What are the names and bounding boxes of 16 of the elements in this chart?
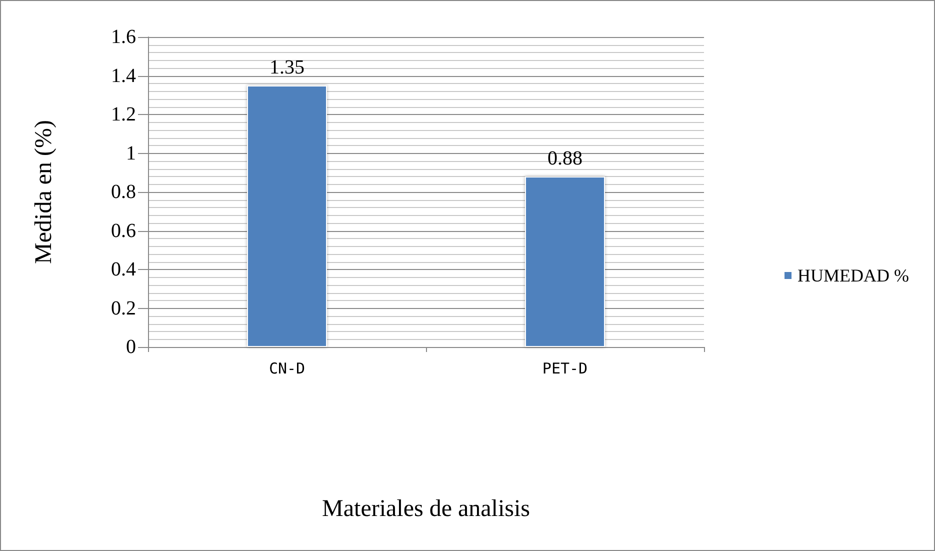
legend-label: HUMEDAD % (798, 266, 910, 286)
x-tick-label: CN-D (268, 360, 306, 378)
data-label: 1.35 (270, 56, 304, 78)
data-label: 0.88 (548, 148, 582, 170)
y-tick-label: 0.6 (111, 220, 136, 242)
y-axis-title: Medida en (%) (31, 120, 57, 264)
y-tick-label: 0.4 (111, 258, 136, 280)
y-tick-label: 1.6 (111, 26, 136, 48)
y-tick-label: 0.2 (111, 297, 136, 320)
x-tick-label: PET-D (542, 360, 588, 378)
y-tick-label: 1.4 (111, 64, 136, 87)
y-tick-label: 1 (126, 142, 136, 164)
y-tick-label: 0.8 (111, 181, 136, 203)
y-tick-label: 1.2 (111, 104, 136, 126)
x-axis-title: Materiales de analisis (322, 496, 530, 522)
y-tick-label: 0 (126, 336, 136, 358)
